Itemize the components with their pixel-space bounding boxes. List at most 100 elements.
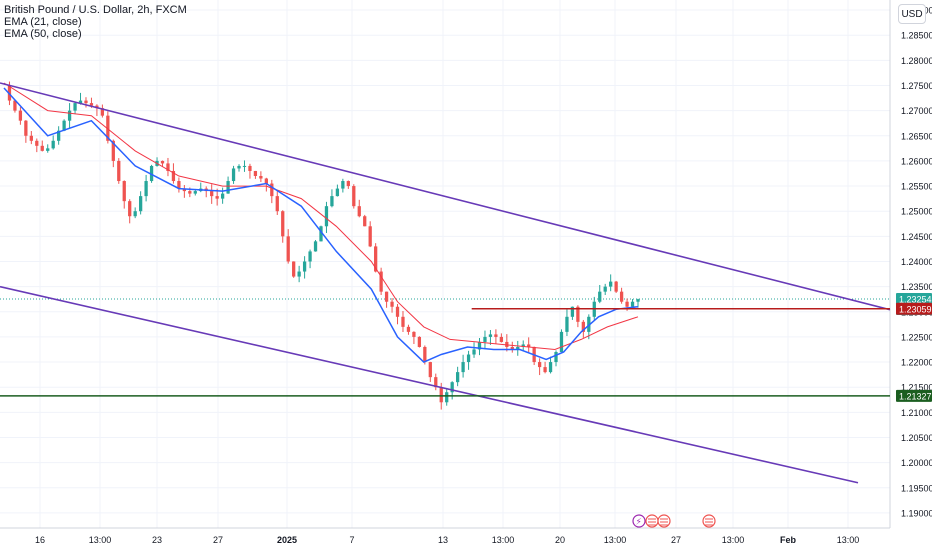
candle-body <box>29 135 33 141</box>
candle-body <box>352 186 356 207</box>
candle-body <box>581 321 585 332</box>
candle-body <box>122 181 126 202</box>
candle-body <box>259 176 263 179</box>
candle-body <box>357 206 361 217</box>
candle-body <box>67 110 72 121</box>
candle-body <box>166 163 170 171</box>
candle-body <box>193 191 197 194</box>
candle-body <box>149 165 154 182</box>
candle-body <box>483 336 487 342</box>
x-tick-label: 16 <box>35 535 45 545</box>
candle-body <box>62 120 66 131</box>
candle-body <box>379 271 383 292</box>
candle-body <box>100 108 105 116</box>
candle-body <box>423 346 427 363</box>
y-tick-label: 1.22500 <box>901 332 932 342</box>
candle-body <box>625 301 629 307</box>
y-tick-label: 1.22000 <box>901 358 932 368</box>
x-tick-label: 13:00 <box>722 535 745 545</box>
candle-body <box>40 145 44 151</box>
x-tick-label: 13:00 <box>492 535 515 545</box>
candle-body <box>111 140 115 161</box>
candle-body <box>466 354 471 363</box>
y-tick-label: 1.26500 <box>901 131 932 141</box>
candle-body <box>609 281 613 287</box>
y-tick-label: 1.28500 <box>901 31 932 41</box>
candle-body <box>455 372 460 383</box>
candle-body <box>231 168 236 182</box>
candle-body <box>445 392 449 403</box>
event-cluster-icon <box>657 514 671 528</box>
candle-body <box>160 160 165 164</box>
lightning-glyph: ⚡ <box>636 518 642 528</box>
y-tick-label: 1.27500 <box>901 81 932 91</box>
y-tick-label: 1.27000 <box>901 106 932 116</box>
candle-body <box>516 346 520 350</box>
candle-body <box>543 367 547 373</box>
y-tick-label: 1.19500 <box>901 483 932 493</box>
x-tick-label: 7 <box>349 535 354 545</box>
candle-body <box>133 211 137 217</box>
candle-body <box>548 362 553 373</box>
candle-body <box>286 236 290 262</box>
candle-body <box>297 271 301 277</box>
candle-body <box>527 344 531 347</box>
resistance-price-tag-bg <box>896 302 932 315</box>
candle-body <box>302 261 307 272</box>
y-tick-label: 1.19000 <box>901 508 932 518</box>
candle-body <box>242 165 247 167</box>
last-price-tag: 1.23254 <box>899 294 932 304</box>
candle-body <box>559 331 564 352</box>
candle-body <box>73 103 77 111</box>
candle-body <box>614 281 618 292</box>
x-tick-label: 13 <box>438 535 448 545</box>
candle-body <box>472 349 476 355</box>
candle-body <box>401 316 405 327</box>
candle-body <box>275 196 279 212</box>
ema50-line <box>3 82 639 351</box>
symbol-label[interactable]: British Pound / U.S. Dollar, 2h, FXCM <box>4 4 187 16</box>
candle-body <box>488 334 493 337</box>
candle-body <box>499 336 504 342</box>
candle-body <box>51 140 55 149</box>
candle-body <box>226 181 230 194</box>
candle-body <box>78 100 83 104</box>
candle-body <box>521 344 525 347</box>
candle-body <box>384 291 389 302</box>
ema50-label[interactable]: EMA (50, close) <box>4 28 82 40</box>
candle-body <box>363 216 367 227</box>
candle-body <box>220 193 225 199</box>
candle-body <box>117 160 121 182</box>
channel-upper-line <box>0 82 891 311</box>
ema21-line <box>3 87 639 363</box>
x-tick-label: 23 <box>152 535 162 545</box>
candle-body <box>494 334 498 337</box>
y-tick-label: 1.25000 <box>901 207 932 217</box>
candle-body <box>374 246 378 272</box>
candle-body <box>395 306 400 317</box>
x-tick-label: 13:00 <box>604 535 627 545</box>
candle-body <box>619 291 624 302</box>
candle-body <box>406 326 411 332</box>
candle-body <box>57 130 61 141</box>
candle-body <box>477 341 482 350</box>
channel-lower-line <box>0 285 859 484</box>
candle-body <box>630 301 635 307</box>
candle-body <box>24 120 28 136</box>
y-tick-label: 1.23500 <box>901 282 932 292</box>
candle-body <box>46 148 50 151</box>
x-tick-label: 2025 <box>277 535 297 545</box>
candle-body <box>335 188 340 197</box>
candle-body <box>106 115 110 141</box>
candle-body <box>390 301 394 307</box>
candle-body <box>248 165 252 171</box>
candle-body <box>565 316 569 332</box>
candle-body <box>554 352 558 363</box>
candle-body <box>346 181 350 187</box>
candle-body <box>188 191 192 194</box>
candle-body <box>210 191 214 197</box>
ema21-label[interactable]: EMA (21, close) <box>4 16 82 28</box>
currency-button[interactable]: USD <box>898 4 926 24</box>
